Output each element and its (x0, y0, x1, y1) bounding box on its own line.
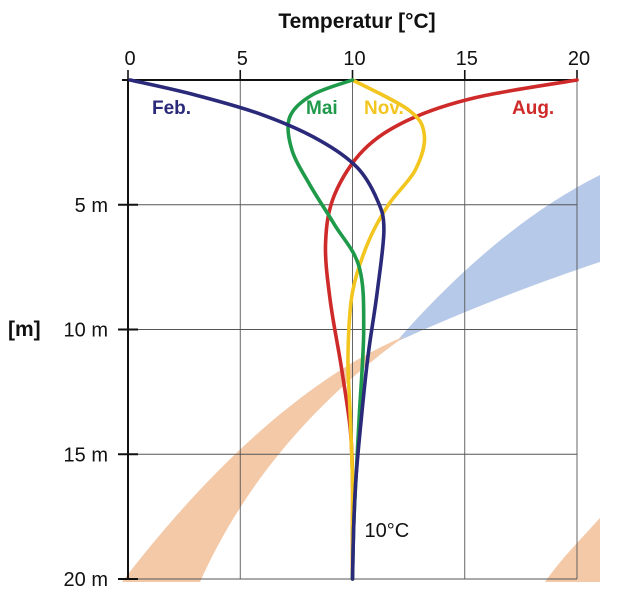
x-tick-label-10: 10 (343, 48, 365, 70)
annotation-0: 10°C (365, 520, 410, 542)
series-line-feb (128, 78, 386, 581)
series-label-mai: Mai (306, 98, 338, 119)
series-label-nov: Nov. (364, 98, 404, 119)
chart-labels: Temperatur [°C] [m] Feb. Mai Nov. Aug. 10°C (8, 10, 554, 542)
y-tick-label-5: 5 m (75, 195, 108, 217)
y-axis-label: [m] (8, 318, 41, 341)
background-bands (122, 175, 600, 582)
x-tick-label-0: 0 (124, 48, 135, 70)
y-tick-label-10: 10 m (64, 320, 108, 342)
y-tick-label-20: 20 m (64, 569, 108, 591)
series-label-aug: Aug. (512, 98, 554, 119)
series-lines (128, 78, 579, 581)
x-tick-label-15: 15 (456, 48, 478, 70)
x-tick-label-5: 5 (237, 48, 248, 70)
x-tick-label-20: 20 (568, 48, 590, 70)
peach-band-upper (122, 336, 405, 582)
chart-title: Temperatur [°C] (278, 10, 435, 33)
blue-band (396, 175, 600, 342)
peach-band-lower (545, 518, 600, 582)
series-label-feb: Feb. (152, 98, 191, 119)
y-tick-label-15: 15 m (64, 444, 108, 466)
axes: 0 5 10 15 20 5 m 10 m 15 m 20 m (64, 48, 591, 591)
